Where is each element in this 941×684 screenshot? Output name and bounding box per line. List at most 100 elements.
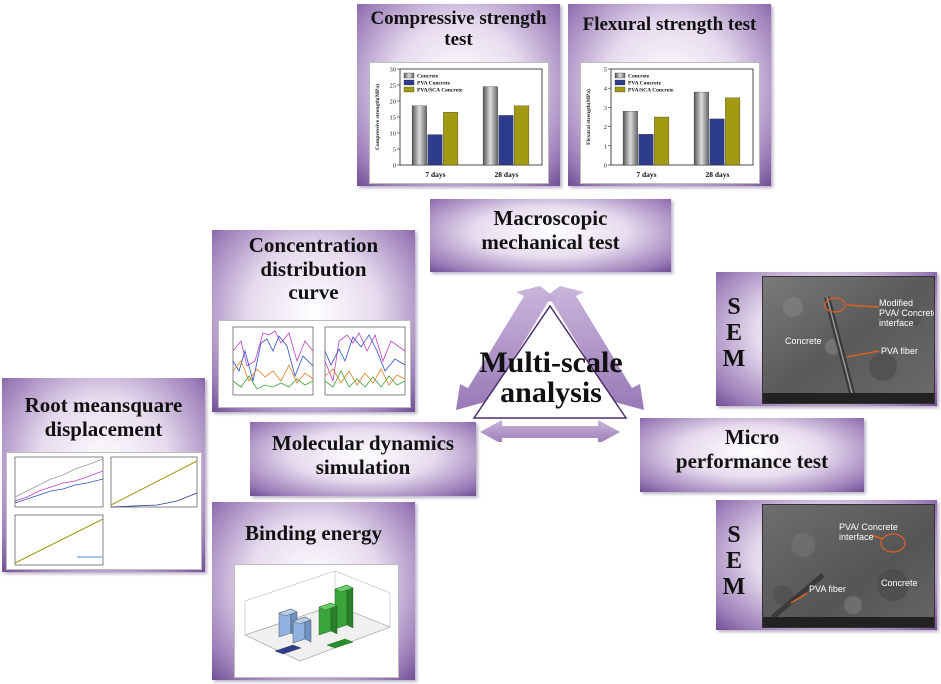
- fiber-arrow: [846, 350, 880, 358]
- y-tick-label: 0: [393, 163, 396, 170]
- x-tick-label: 28 days: [706, 170, 730, 179]
- concentration-curve: [232, 335, 314, 382]
- flexural-strength-chart: 0 1 2 3 4 5 Flexural strength(MPa) 7 days 28 day…: [585, 67, 754, 179]
- right-double-arrow: [544, 286, 644, 410]
- bottom-double-arrow: [480, 420, 620, 442]
- molecular-dynamics-panel: Molecular dynamics simulation: [250, 422, 476, 496]
- center-triangle-diagram: [456, 286, 644, 442]
- bar: [725, 97, 741, 166]
- bar: [482, 86, 498, 166]
- bar: [709, 118, 725, 166]
- binding-bar-green: [334, 584, 354, 630]
- rms-curve: [14, 518, 104, 564]
- rms-subplot-b: [110, 456, 198, 508]
- plot-area: [610, 68, 754, 166]
- sem-label-pva-fiber: PVA fiber: [809, 584, 846, 594]
- macroscopic-mechanical-test-title: Macroscopic mechanical test: [481, 206, 620, 254]
- interface-arrow: [846, 304, 880, 308]
- concentration-curve: [232, 330, 314, 367]
- compressive-strength-panel: Compressive strength test 0 5 10 15 20 25 30 Co…: [357, 4, 560, 186]
- y-tick-label: 5: [393, 147, 396, 154]
- molecular-dynamics-title: Molecular dynamics simulation: [271, 431, 455, 479]
- binding-bar-blue-low: [274, 644, 302, 655]
- legend-swatch: [614, 72, 626, 79]
- left-double-arrow: [456, 286, 556, 410]
- sem-label-bottom: S E M: [722, 522, 746, 600]
- y-tick-label: 1: [604, 143, 607, 150]
- interface-arrow: [870, 534, 884, 540]
- compressive-strength-title: Compressive strength test: [370, 8, 547, 51]
- sem-image-bottom: PVA/ Concrete interface PVA fiber Concre…: [762, 504, 935, 628]
- sem-label-pva-fiber: PVA fiber: [881, 346, 918, 356]
- legend-label: PVA Concrete: [628, 81, 662, 87]
- rms-curve: [110, 492, 198, 508]
- sem-micrograph-bottom: [763, 505, 934, 627]
- rms-displacement-panel: Root meansquare displacement: [2, 378, 205, 572]
- legend-label: PVA/SCA Concrete: [628, 88, 674, 94]
- binding-energy-panel: Binding energy: [212, 502, 415, 680]
- legend-label: Concrete: [628, 74, 650, 80]
- y-tick-label: 25: [390, 83, 397, 90]
- y-tick-label: 3: [604, 105, 607, 112]
- concentration-curve: [324, 334, 406, 372]
- flexural-chart-frame: 0 1 2 3 4 5 Flexural strength(MPa) 7 days 28 day…: [580, 62, 760, 184]
- legend-swatch: [403, 72, 415, 79]
- sem-label-interface: PVA/ Concrete interface: [839, 522, 898, 542]
- binding-bar-green: [318, 602, 338, 636]
- x-tick-label: 28 days: [495, 170, 519, 179]
- binding-bar-blue: [292, 616, 312, 644]
- pva-fiber-shape: [771, 573, 825, 619]
- center-triangle: [472, 304, 628, 419]
- sem-panel-top: S E M Modified PVA/ Concrete interface C…: [716, 272, 937, 406]
- sem-micrograph-top: [763, 277, 934, 403]
- y-tick-label: 2: [604, 124, 607, 131]
- compressive-strength-chart: 0 5 10 15 20 25 30 Compressive strength(MPa) 7 d…: [374, 67, 543, 179]
- concentration-distribution-panel: Concentration distribution curve: [212, 230, 415, 412]
- bar: [622, 111, 638, 166]
- concentration-subplot-b: [324, 326, 406, 396]
- concentration-curve: [232, 375, 314, 390]
- interface-highlight-ellipse: [824, 297, 846, 313]
- rms-curve: [14, 470, 104, 502]
- rms-displacement-title: Root meansquare displacement: [24, 393, 183, 441]
- sem-label-concrete: Concrete: [881, 578, 918, 588]
- legend-swatch: [614, 79, 626, 86]
- binding-energy-chart-frame: [234, 564, 399, 678]
- micro-performance-test-panel: Micro performance test: [640, 418, 864, 492]
- rms-subplot-a: [14, 456, 104, 508]
- flexural-strength-panel: Flexural strength test 0 1 2 3 4 5 Flexural st…: [568, 4, 771, 186]
- bar: [443, 112, 459, 166]
- bar: [498, 115, 514, 166]
- y-tick-label: 4: [604, 86, 608, 93]
- legend-label: Concrete: [417, 74, 439, 80]
- rms-displacement-charts: [14, 456, 198, 566]
- bar: [638, 134, 654, 166]
- binding-energy-title: Binding energy: [244, 521, 383, 545]
- concentration-curves-chart: [232, 326, 406, 396]
- rms-curve: [110, 460, 198, 506]
- concentration-chart-frame: [218, 320, 411, 408]
- bar: [654, 116, 670, 166]
- bar: [693, 91, 709, 166]
- sem-label-concrete: Concrete: [785, 336, 822, 346]
- concentration-curve: [324, 332, 406, 383]
- y-tick-label: 0: [604, 163, 607, 170]
- y-tick-label: 10: [390, 131, 397, 138]
- y-axis-label: Flexural strength(MPa): [585, 89, 592, 145]
- legend-swatch: [614, 86, 626, 93]
- sem-panel-bottom: S E M PVA/ Concrete interface PVA fiber …: [716, 500, 937, 630]
- sem-image-top: Modified PVA/ Concrete interface Concret…: [762, 276, 935, 404]
- sem-label-modified-interface: Modified PVA/ Concrete interface: [879, 298, 935, 328]
- legend-label: PVA Concrete: [417, 81, 451, 87]
- concentration-distribution-title: Concentration distribution curve: [248, 233, 379, 305]
- macroscopic-mechanical-test-panel: Macroscopic mechanical test: [430, 199, 671, 272]
- sem-label-top: S E M: [722, 294, 746, 372]
- rms-curve: [14, 458, 104, 498]
- bar: [411, 105, 427, 166]
- legend-swatch: [403, 79, 415, 86]
- rms-chart-frame: [6, 452, 202, 570]
- concentration-curve: [324, 370, 406, 388]
- y-tick-label: 15: [390, 115, 397, 122]
- flexural-strength-title: Flexural strength test: [582, 14, 757, 35]
- fiber-arrow: [790, 592, 808, 604]
